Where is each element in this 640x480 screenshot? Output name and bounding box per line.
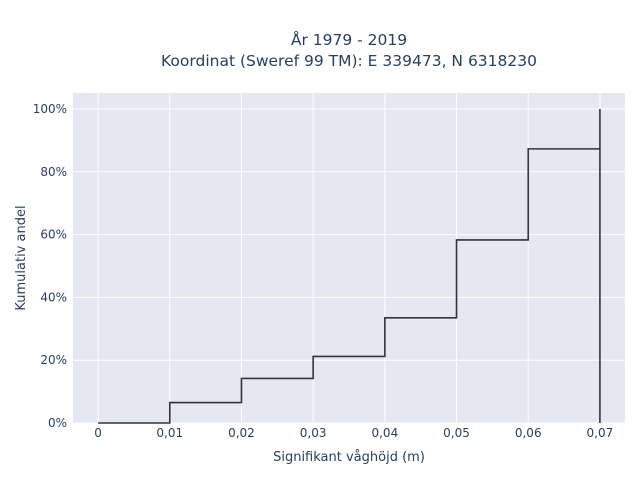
- chart-title-line-1: År 1979 - 2019: [291, 30, 407, 49]
- x-tick-label: 0,01: [156, 426, 183, 440]
- series-line: [98, 109, 601, 424]
- x-tick-label: 0,04: [371, 426, 398, 440]
- x-axis-title: Signifikant våghöjd (m): [273, 450, 425, 465]
- x-tick-label: 0,02: [228, 426, 255, 440]
- y-axis-title: Kumulativ andel: [14, 205, 29, 310]
- x-axis-ticks: 0 0,01 0,02 0,03 0,04 0,05 0,06 0,07: [94, 426, 613, 440]
- y-tick-label: 40%: [40, 290, 67, 304]
- y-tick-label: 100%: [33, 102, 67, 116]
- y-axis-ticks: 0% 20% 40% 60% 80% 100%: [33, 102, 67, 430]
- chart-title-line-2: Koordinat (Sweref 99 TM): E 339473, N 63…: [161, 52, 537, 70]
- series-layer: [98, 109, 601, 424]
- x-tick-label: 0,05: [443, 426, 470, 440]
- y-tick-label: 80%: [40, 165, 67, 179]
- y-tick-label: 0%: [48, 416, 67, 430]
- plot-area: [73, 93, 625, 423]
- x-tick-label: 0,06: [515, 426, 542, 440]
- x-tick-label: 0,07: [587, 426, 614, 440]
- y-tick-label: 60%: [40, 228, 67, 242]
- y-tick-label: 20%: [40, 353, 67, 367]
- x-tick-label: 0,03: [300, 426, 327, 440]
- x-tick-label: 0: [94, 426, 102, 440]
